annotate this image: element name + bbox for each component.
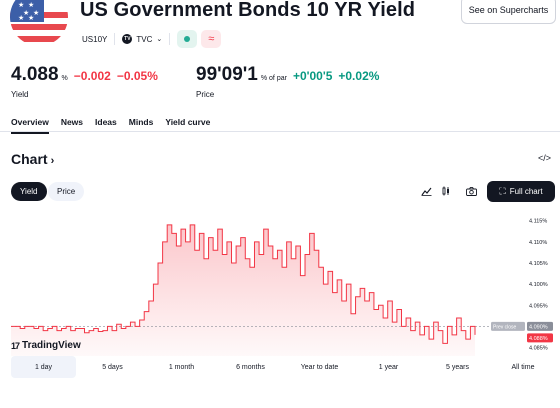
see-on-supercharts-button[interactable]: See on Supercharts — [461, 0, 556, 24]
tab-bar: Overview News Ideas Minds Yield curve — [11, 117, 211, 134]
flag-stripe — [10, 24, 68, 30]
tvc-logo-icon: TV — [122, 34, 133, 44]
candlestick-icon[interactable] — [439, 184, 453, 198]
price-value: 99'09'1 — [196, 64, 258, 85]
price-unit: % of par — [260, 75, 287, 82]
yield-line — [11, 224, 476, 344]
star-icon: ★ — [33, 10, 40, 17]
star-icon: ★ — [23, 10, 30, 17]
prev-close-label: Prev close — [493, 324, 517, 330]
range-all-time[interactable]: All time — [511, 363, 535, 371]
divider — [114, 33, 116, 45]
embed-code-icon[interactable]: </> — [538, 153, 552, 163]
tradingview-watermark: 17 TradingView — [11, 340, 81, 351]
range-1-month[interactable]: 1 month — [168, 363, 195, 371]
chevron-down-icon[interactable]: ⌄ — [156, 36, 163, 43]
bond-type-button[interactable]: ≈ — [201, 30, 222, 48]
mode-yield-button[interactable]: Yield — [11, 182, 47, 201]
yield-quote: 4.088 % −0.002 −0.05% — [11, 64, 158, 86]
range-5-days[interactable]: 5 days — [102, 363, 123, 371]
y-tick-label: 4.110% — [529, 240, 547, 246]
star-icon: ★ — [28, 2, 35, 9]
y-tick-label: 4.085% — [529, 346, 548, 352]
divider — [169, 33, 171, 45]
range-1-year[interactable]: 1 year — [378, 363, 399, 371]
chart-heading[interactable]: Chart › — [11, 151, 54, 167]
star-icon: ★ — [18, 2, 25, 9]
range-1-day[interactable]: 1 day — [11, 356, 76, 378]
tab-minds[interactable]: Minds — [128, 117, 154, 127]
prev-close-value-badge — [527, 321, 553, 331]
watermark-label: TradingView — [22, 340, 81, 351]
price-label: Price — [196, 90, 215, 99]
camera-icon[interactable] — [464, 184, 478, 198]
tradingview-logo-icon: 17 — [11, 340, 20, 351]
yield-chart[interactable]: 4.115%4.110%4.105%4.100%4.095%4.085% 09:… — [0, 204, 560, 356]
chart-heading-label: Chart — [11, 151, 48, 167]
symbol-label[interactable]: US10Y — [82, 34, 108, 44]
market-status-button[interactable] — [177, 30, 198, 48]
flag-canton — [10, 0, 44, 22]
wave-icon: ≈ — [208, 33, 215, 45]
range-5-years[interactable]: 5 years — [446, 363, 469, 371]
expand-icon: ⛶ — [499, 186, 506, 196]
y-tick-label: 4.105% — [529, 261, 548, 267]
range-selector: 1 day 5 days 1 month 6 months Year to da… — [0, 356, 560, 378]
yield-change-percent: −0.05% — [116, 69, 158, 83]
tab-overview[interactable]: Overview — [11, 117, 49, 134]
page-title: US Government Bonds 10 YR Yield — [80, 0, 416, 21]
area-chart-icon[interactable] — [419, 184, 433, 198]
last-value-badge — [527, 333, 553, 343]
full-chart-button[interactable]: ⛶ Full chart — [487, 181, 555, 202]
last-value: 4.088% — [529, 336, 548, 342]
tab-news[interactable]: News — [60, 117, 84, 127]
y-tick-label: 4.095% — [529, 303, 548, 309]
price-change: +0'00'5 — [292, 69, 333, 83]
yield-area — [11, 224, 475, 356]
us-flag-icon: ★ ★ ★ ★ ★ ★ — [10, 0, 68, 46]
price-change-percent: +0.02% — [338, 69, 380, 83]
tab-divider — [0, 131, 560, 132]
tab-yield-curve[interactable]: Yield curve — [165, 117, 211, 127]
tab-ideas[interactable]: Ideas — [95, 117, 117, 127]
y-tick-label: 4.100% — [529, 282, 548, 288]
yield-change: −0.002 — [73, 69, 111, 83]
full-chart-label: Full chart — [509, 187, 543, 196]
yield-value: 4.088 — [11, 64, 59, 85]
star-icon: ★ — [28, 15, 35, 22]
star-icon: ★ — [18, 15, 25, 22]
price-quote: 99'09'1 % of par +0'00'5 +0.02% — [196, 64, 379, 86]
market-open-dot-icon — [184, 36, 191, 42]
prev-close-value: 4.090% — [529, 324, 548, 330]
range-year-to-date[interactable]: Year to date — [300, 363, 339, 371]
chevron-right-icon: › — [47, 155, 55, 167]
yield-unit: % — [61, 75, 68, 82]
yield-label: Yield — [11, 90, 29, 99]
symbol-meta: US10Y TV TVC ⌄ ≈ — [82, 30, 222, 48]
prev-close-badge — [491, 321, 525, 331]
mode-price-button[interactable]: Price — [48, 182, 85, 201]
y-tick-label: 4.115% — [529, 219, 547, 225]
range-6-months[interactable]: 6 months — [236, 363, 265, 371]
exchange-label[interactable]: TVC — [136, 34, 153, 44]
flag-stripe — [10, 36, 68, 42]
